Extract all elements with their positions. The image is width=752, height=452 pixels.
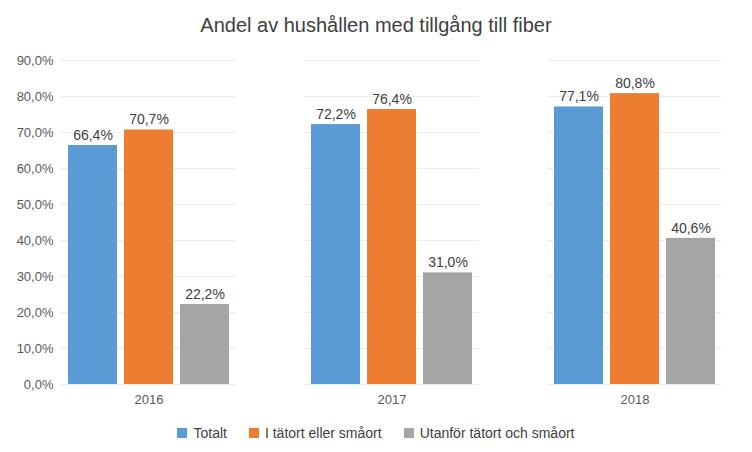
svg-text:10,0%: 10,0% <box>17 341 54 356</box>
svg-text:60,0%: 60,0% <box>17 161 54 176</box>
svg-text:31,0%: 31,0% <box>428 254 468 270</box>
svg-text:2016: 2016 <box>135 392 164 407</box>
svg-text:50,0%: 50,0% <box>17 197 54 212</box>
svg-text:66,4%: 66,4% <box>73 127 113 143</box>
svg-text:90,0%: 90,0% <box>17 53 54 68</box>
svg-text:70,0%: 70,0% <box>17 125 54 140</box>
svg-text:2018: 2018 <box>621 392 650 407</box>
svg-text:40,0%: 40,0% <box>17 233 54 248</box>
svg-text:40,6%: 40,6% <box>671 220 711 236</box>
html-text:Andel av hushållen med tillgån: Andel av hushållen med tillgång till fib… <box>200 14 552 36</box>
svg-text:30,0%: 30,0% <box>17 269 54 284</box>
svg-text:20,0%: 20,0% <box>17 305 54 320</box>
svg-text:80,8%: 80,8% <box>615 75 655 91</box>
html-text:Utanför tätort och småort: Utanför tätort och småort <box>419 425 575 441</box>
svg-text:80,0%: 80,0% <box>17 89 54 104</box>
svg-text:72,2%: 72,2% <box>316 106 356 122</box>
svg-text:2017: 2017 <box>378 392 407 407</box>
html-text:Totalt: Totalt <box>193 425 227 441</box>
svg-text:76,4%: 76,4% <box>372 91 412 107</box>
svg-text:22,2%: 22,2% <box>185 286 225 302</box>
html-text:I tätort eller småort: I tätort eller småort <box>265 425 382 441</box>
svg-text:77,1%: 77,1% <box>559 88 599 104</box>
svg-text:0,0%: 0,0% <box>24 377 54 392</box>
svg-text:70,7%: 70,7% <box>129 111 169 127</box>
